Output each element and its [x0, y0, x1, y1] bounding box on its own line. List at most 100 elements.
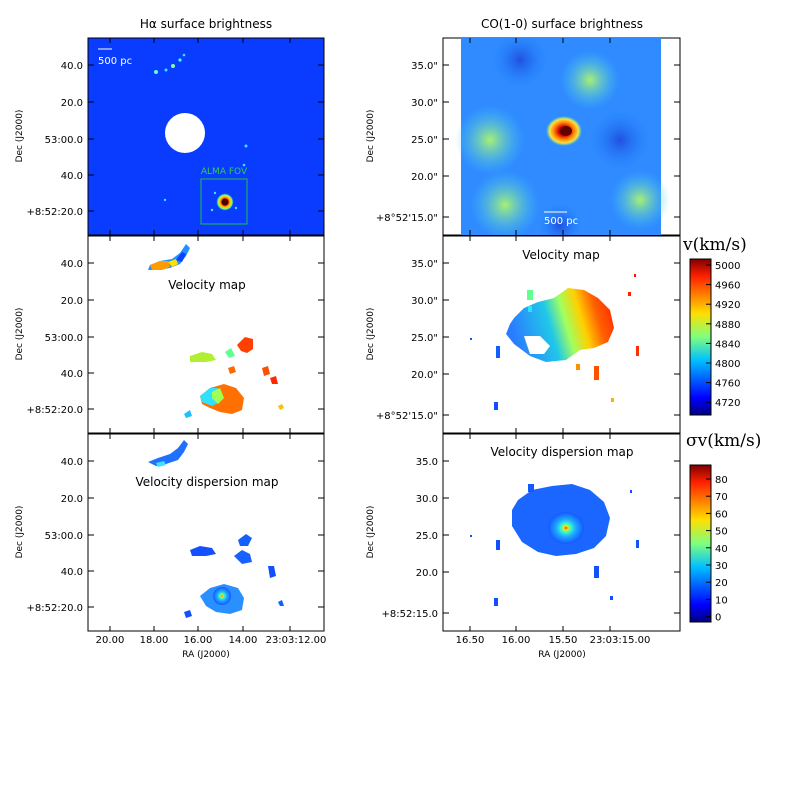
ytick-label-left: +8:52:20.0	[27, 405, 83, 416]
colorbar-velocity-title: v(km/s)	[682, 235, 747, 255]
xlabel-right: RA (J2000)	[538, 650, 586, 660]
co-blob-5	[492, 38, 548, 88]
alma-fov-label: ALMA FOV	[201, 167, 248, 177]
xtick-label-left: 23:03:12.00	[266, 635, 327, 646]
ytick-label-right: +8°52'15.0"	[376, 213, 438, 224]
xtick-label-right: 15.50	[549, 635, 578, 646]
ytick-label-right: 20.0"	[411, 172, 438, 183]
colorbar-velocity-ticks: 5000 4960 4920 4880 4840 4800 4760 4720	[706, 261, 740, 409]
xtick-label-left: 16.00	[184, 635, 213, 646]
colorbar-tick-label: 4800	[715, 359, 740, 370]
halpha-core	[221, 198, 229, 206]
ytick-label-right: 20.0"	[411, 370, 438, 381]
colorbar-velocity-bar	[689, 258, 712, 416]
co-blob-7	[538, 203, 582, 235]
colorbar-tick-label: 4960	[715, 281, 740, 292]
ytick-label-right: 30.0	[416, 494, 438, 505]
colorbar-tick-label: 4920	[715, 300, 740, 311]
ytick-label-right: 25.0	[416, 531, 438, 542]
halpha-knots	[154, 53, 248, 212]
ylabel-bottom-right: Dec (J2000)	[366, 506, 376, 559]
ylabel-mid-left: Dec (J2000)	[15, 308, 25, 361]
ytick-label-left: 40.0	[61, 567, 83, 578]
co-blob-6	[590, 110, 650, 170]
label-dispersion-left: Velocity dispersion map	[135, 475, 278, 489]
ylabel-mid-right: Dec (J2000)	[366, 308, 376, 361]
co-core	[560, 126, 572, 136]
label-velocity-left: Velocity map	[168, 278, 246, 292]
xtick-label-left: 20.00	[96, 635, 125, 646]
xtick-label-left: 18.00	[140, 635, 169, 646]
alma-fov-box	[200, 178, 248, 225]
panel-co: 500 pc	[442, 37, 681, 236]
colorbar-tick-label: 50	[715, 527, 728, 538]
colorbar-tick-label: 70	[715, 492, 728, 503]
co-blob-1	[455, 105, 525, 175]
colorbar-tick-label: 4840	[715, 339, 740, 350]
colorbar-tick-label: 30	[715, 561, 728, 572]
ylabel-bottom-left: Dec (J2000)	[15, 506, 25, 559]
scalebar-left-label: 500 pc	[98, 56, 132, 67]
colorbar-tick-label: 20	[715, 578, 728, 589]
ytick-label-left: 40.0	[61, 457, 83, 468]
panel-halpha-dispersion: Velocity dispersion map	[87, 433, 325, 632]
ytick-label-right: +8°52'15.0"	[376, 411, 438, 422]
ytick-label-left: 20.0	[61, 494, 83, 505]
ytick-label-right: 35.0"	[411, 61, 438, 72]
colorbar-tick-label: 80	[715, 475, 728, 486]
colorbar-tick-label: 60	[715, 509, 728, 520]
ytick-label-right: 20.0	[416, 568, 438, 579]
ytick-label-left: 40.0	[61, 369, 83, 380]
colorbar-tick-label: 5000	[715, 261, 740, 272]
co-blob-2	[470, 170, 540, 235]
panel-co-dispersion: Velocity dispersion map	[442, 433, 681, 632]
ylabel-top-right: Dec (J2000)	[366, 110, 376, 163]
halpha-velocity-clumps	[148, 244, 284, 418]
ytick-label-left: 40.0	[61, 61, 83, 72]
title-co: CO(1-0) surface brightness	[481, 17, 643, 31]
colorbar-tick-label: 4880	[715, 320, 740, 331]
halpha-background	[88, 38, 324, 235]
ytick-label-left: 20.0	[61, 98, 83, 109]
xlabel-left: RA (J2000)	[182, 650, 230, 660]
ytick-label-right: 25.0"	[411, 333, 438, 344]
colorbar-velocity: v(km/s) 5000 4960 4920 4880 4840 4800 4760 4720	[682, 235, 747, 416]
panel-halpha: ALMA FOV 500 pc	[87, 37, 325, 236]
co-dispersion-specks	[470, 484, 639, 606]
panel-co-velocity: Velocity map	[442, 235, 681, 434]
ylabel-top-left: Dec (J2000)	[15, 110, 25, 163]
xtick-label-left: 14.00	[229, 635, 258, 646]
ytick-label-right: 30.0"	[411, 296, 438, 307]
ytick-label-left: 40.0	[61, 171, 83, 182]
panel-halpha-velocity: Velocity map	[87, 235, 325, 434]
colorbar-dispersion-bar	[689, 464, 712, 623]
co-blob-3	[560, 50, 620, 110]
ytick-label-right: 35.0"	[411, 259, 438, 270]
ytick-label-left: +8:52:20.0	[27, 207, 83, 218]
halpha-dispersion-clumps	[148, 440, 284, 618]
ytick-label-right: 25.0"	[411, 135, 438, 146]
colorbar-dispersion: σv(km/s) 80 70 60 50 40 30 20 10 0	[686, 431, 761, 624]
colorbar-dispersion-ticks: 80 70 60 50 40 30 20 10 0	[706, 475, 728, 624]
label-dispersion-right: Velocity dispersion map	[490, 445, 633, 459]
title-halpha: Hα surface brightness	[140, 17, 272, 31]
ytick-label-left: 53:00.0	[45, 135, 83, 146]
xtick-label-right: 23:03:15.00	[590, 635, 651, 646]
co-blob-4	[610, 170, 670, 230]
co-dispersion-peak	[548, 512, 584, 544]
halpha-frame	[87, 37, 325, 236]
colorbar-tick-label: 10	[715, 595, 728, 606]
ytick-label-left: 53:00.0	[45, 531, 83, 542]
xtick-label-right: 16.00	[502, 635, 531, 646]
scalebar-right-label: 500 pc	[544, 216, 578, 227]
colorbar-tick-label: 40	[715, 544, 728, 555]
ytick-label-left: 20.0	[61, 296, 83, 307]
xtick-label-right: 16.50	[456, 635, 485, 646]
masked-star	[165, 113, 205, 153]
ytick-label-left: 40.0	[61, 259, 83, 270]
colorbar-tick-label: 4720	[715, 398, 740, 409]
co-velocity-gap	[524, 336, 550, 354]
ytick-label-right: 30.0"	[411, 98, 438, 109]
ytick-label-right: +8:52:15.0	[382, 609, 438, 620]
